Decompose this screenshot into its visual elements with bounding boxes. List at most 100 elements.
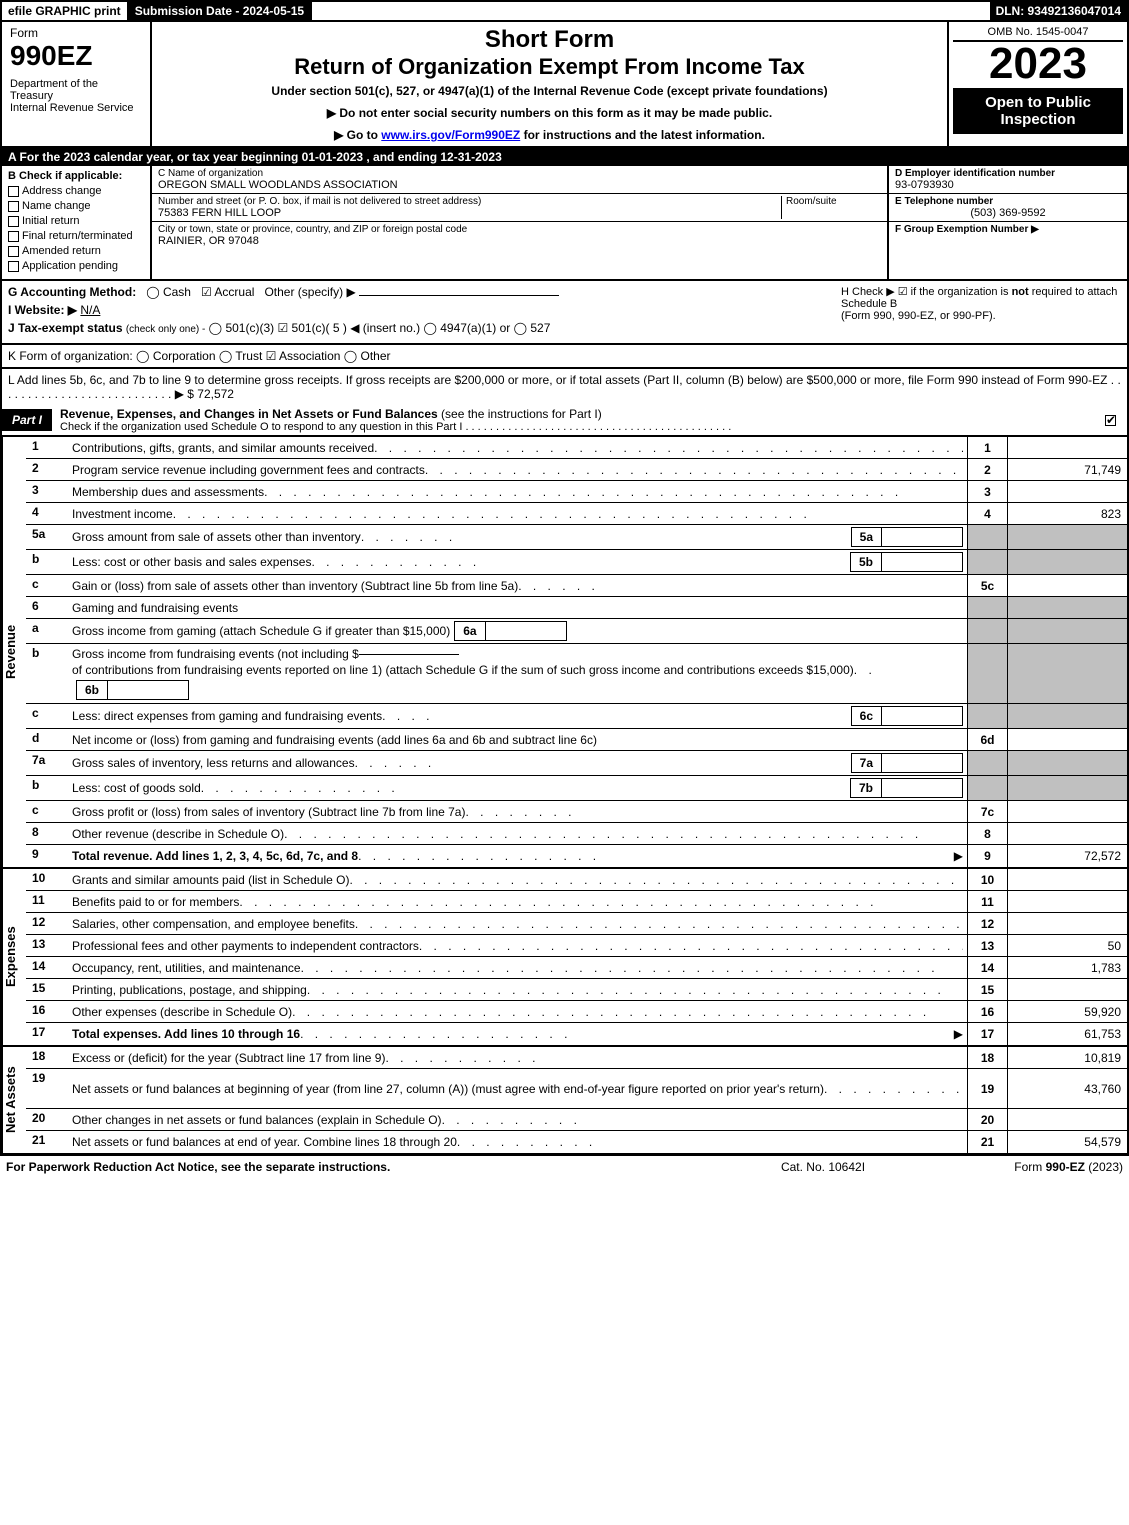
- col-b-label: B Check if applicable:: [8, 170, 144, 182]
- line-6b: bGross income from fundraising events (n…: [26, 644, 1127, 704]
- line-20: 20Other changes in net assets or fund ba…: [26, 1109, 1127, 1131]
- g-accrual[interactable]: Accrual: [214, 285, 254, 299]
- city-label: City or town, state or province, country…: [158, 224, 881, 235]
- line-21: 21Net assets or fund balances at end of …: [26, 1131, 1127, 1153]
- line-8: 8Other revenue (describe in Schedule O) …: [26, 823, 1127, 845]
- addr-label: Number and street (or P. O. box, if mail…: [158, 196, 781, 207]
- dln-label: DLN: 93492136047014: [990, 2, 1127, 20]
- g-cash[interactable]: Cash: [163, 285, 191, 299]
- row-a-tax-year: A For the 2023 calendar year, or tax yea…: [0, 148, 1129, 166]
- line-6d: dNet income or (loss) from gaming and fu…: [26, 729, 1127, 751]
- open-to-public: Open to Public Inspection: [953, 88, 1123, 134]
- footer-left: For Paperwork Reduction Act Notice, see …: [6, 1160, 723, 1174]
- cb-address-change[interactable]: Address change: [8, 185, 144, 197]
- section-l: L Add lines 5b, 6c, and 7b to line 9 to …: [0, 369, 1129, 405]
- col-d-ids: D Employer identification number 93-0793…: [887, 166, 1127, 279]
- ein-value: 93-0793930: [895, 179, 1121, 191]
- line-11: 11Benefits paid to or for members . . . …: [26, 891, 1127, 913]
- h-text1: H Check ▶ ☑ if the organization is: [841, 286, 1012, 298]
- netassets-section: Net Assets 18Excess or (deficit) for the…: [0, 1047, 1129, 1155]
- line-18: 18Excess or (deficit) for the year (Subt…: [26, 1047, 1127, 1069]
- form-number: 990EZ: [10, 40, 142, 72]
- line-15: 15Printing, publications, postage, and s…: [26, 979, 1127, 1001]
- irs-link[interactable]: www.irs.gov/Form990EZ: [381, 128, 520, 142]
- i-label: I Website: ▶: [8, 303, 77, 317]
- org-city: RAINIER, OR 97048: [158, 235, 881, 247]
- org-address: 75383 FERN HILL LOOP: [158, 207, 781, 219]
- cb-amended-return[interactable]: Amended return: [8, 245, 144, 257]
- submission-date: Submission Date - 2024-05-15: [129, 2, 312, 20]
- line-6a: aGross income from gaming (attach Schedu…: [26, 619, 1127, 644]
- g-other[interactable]: Other (specify) ▶: [264, 285, 355, 299]
- part-i-checkbox[interactable]: [1097, 413, 1127, 427]
- col-c-org-info: C Name of organization OREGON SMALL WOOD…: [152, 166, 887, 279]
- revenue-side-label: Revenue: [2, 437, 26, 867]
- instr2-post: for instructions and the latest informat…: [520, 128, 765, 142]
- form-label: Form: [10, 26, 142, 40]
- line-5a: 5aGross amount from sale of assets other…: [26, 525, 1127, 550]
- line-7a: 7aGross sales of inventory, less returns…: [26, 751, 1127, 776]
- topbar-spacer: [312, 2, 989, 20]
- line-3: 3Membership dues and assessments . . . .…: [26, 481, 1127, 503]
- instr2-pre: ▶ Go to: [334, 128, 381, 142]
- part-i-header: Part I Revenue, Expenses, and Changes in…: [0, 405, 1129, 437]
- col-b-checkboxes: B Check if applicable: Address change Na…: [2, 166, 152, 279]
- line-12: 12Salaries, other compensation, and empl…: [26, 913, 1127, 935]
- form-header: Form 990EZ Department of the Treasury In…: [0, 22, 1129, 148]
- line-13: 13Professional fees and other payments t…: [26, 935, 1127, 957]
- ein-label: D Employer identification number: [895, 168, 1121, 179]
- h-text3: (Form 990, 990-EZ, or 990-PF).: [841, 310, 996, 322]
- line-1: 1Contributions, gifts, grants, and simil…: [26, 437, 1127, 459]
- line-7c: cGross profit or (loss) from sales of in…: [26, 801, 1127, 823]
- line-16: 16Other expenses (describe in Schedule O…: [26, 1001, 1127, 1023]
- tax-year: 2023: [953, 42, 1123, 86]
- short-form-title: Short Form: [160, 26, 939, 54]
- l-text: L Add lines 5b, 6c, and 7b to line 9 to …: [8, 373, 1107, 387]
- line-6c: cLess: direct expenses from gaming and f…: [26, 704, 1127, 729]
- page-footer: For Paperwork Reduction Act Notice, see …: [0, 1155, 1129, 1178]
- header-left: Form 990EZ Department of the Treasury In…: [2, 22, 152, 146]
- return-title: Return of Organization Exempt From Incom…: [160, 54, 939, 80]
- instruction-1: ▶ Do not enter social security numbers o…: [160, 106, 939, 120]
- cb-application-pending[interactable]: Application pending: [8, 260, 144, 272]
- section-bcd: B Check if applicable: Address change Na…: [0, 166, 1129, 281]
- tel-label: E Telephone number: [895, 196, 1121, 207]
- department-label: Department of the Treasury Internal Reve…: [10, 78, 142, 114]
- line-6: 6Gaming and fundraising events: [26, 597, 1127, 619]
- section-k: K Form of organization: ◯ Corporation ◯ …: [0, 345, 1129, 369]
- org-name: OREGON SMALL WOODLANDS ASSOCIATION: [158, 179, 881, 191]
- i-value: N/A: [80, 303, 100, 317]
- line-14: 14Occupancy, rent, utilities, and mainte…: [26, 957, 1127, 979]
- expenses-section: Expenses 10Grants and similar amounts pa…: [0, 869, 1129, 1047]
- line-4: 4Investment income . . . . . . . . . . .…: [26, 503, 1127, 525]
- tel-value: (503) 369-9592: [895, 207, 1121, 219]
- cb-initial-return[interactable]: Initial return: [8, 215, 144, 227]
- j-label: J Tax-exempt status: [8, 321, 123, 335]
- line-17: 17Total expenses. Add lines 10 through 1…: [26, 1023, 1127, 1045]
- cb-name-change[interactable]: Name change: [8, 200, 144, 212]
- section-h: H Check ▶ ☑ if the organization is not r…: [841, 285, 1121, 322]
- part-i-label: Part I: [2, 409, 52, 431]
- line-7b: bLess: cost of goods sold . . . . . . . …: [26, 776, 1127, 801]
- section-ghij: H Check ▶ ☑ if the organization is not r…: [0, 281, 1129, 345]
- line-19: 19Net assets or fund balances at beginni…: [26, 1069, 1127, 1109]
- row-j-tax-status: J Tax-exempt status (check only one) - ◯…: [8, 321, 1121, 335]
- room-label: Room/suite: [786, 196, 881, 207]
- part-i-title: Revenue, Expenses, and Changes in Net As…: [52, 405, 1097, 435]
- l-amount: ▶ $ 72,572: [175, 387, 234, 401]
- header-right: OMB No. 1545-0047 2023 Open to Public In…: [947, 22, 1127, 146]
- netassets-side-label: Net Assets: [2, 1047, 26, 1153]
- header-mid: Short Form Return of Organization Exempt…: [152, 22, 947, 146]
- efile-label[interactable]: efile GRAPHIC print: [2, 2, 129, 20]
- line-5b: bLess: cost or other basis and sales exp…: [26, 550, 1127, 575]
- line-9: 9Total revenue. Add lines 1, 2, 3, 4, 5c…: [26, 845, 1127, 867]
- cb-final-return[interactable]: Final return/terminated: [8, 230, 144, 242]
- org-name-label: C Name of organization: [158, 168, 881, 179]
- group-exemption-label: F Group Exemption Number ▶: [895, 224, 1121, 235]
- line-2: 2Program service revenue including gover…: [26, 459, 1127, 481]
- j-sub: (check only one) -: [126, 324, 205, 335]
- revenue-section: Revenue 1Contributions, gifts, grants, a…: [0, 437, 1129, 869]
- h-not: not: [1012, 286, 1029, 298]
- j-opts: 501(c)(3) ☑ 501(c)( 5 ) ◀ (insert no.) ◯…: [225, 321, 550, 335]
- line-10: 10Grants and similar amounts paid (list …: [26, 869, 1127, 891]
